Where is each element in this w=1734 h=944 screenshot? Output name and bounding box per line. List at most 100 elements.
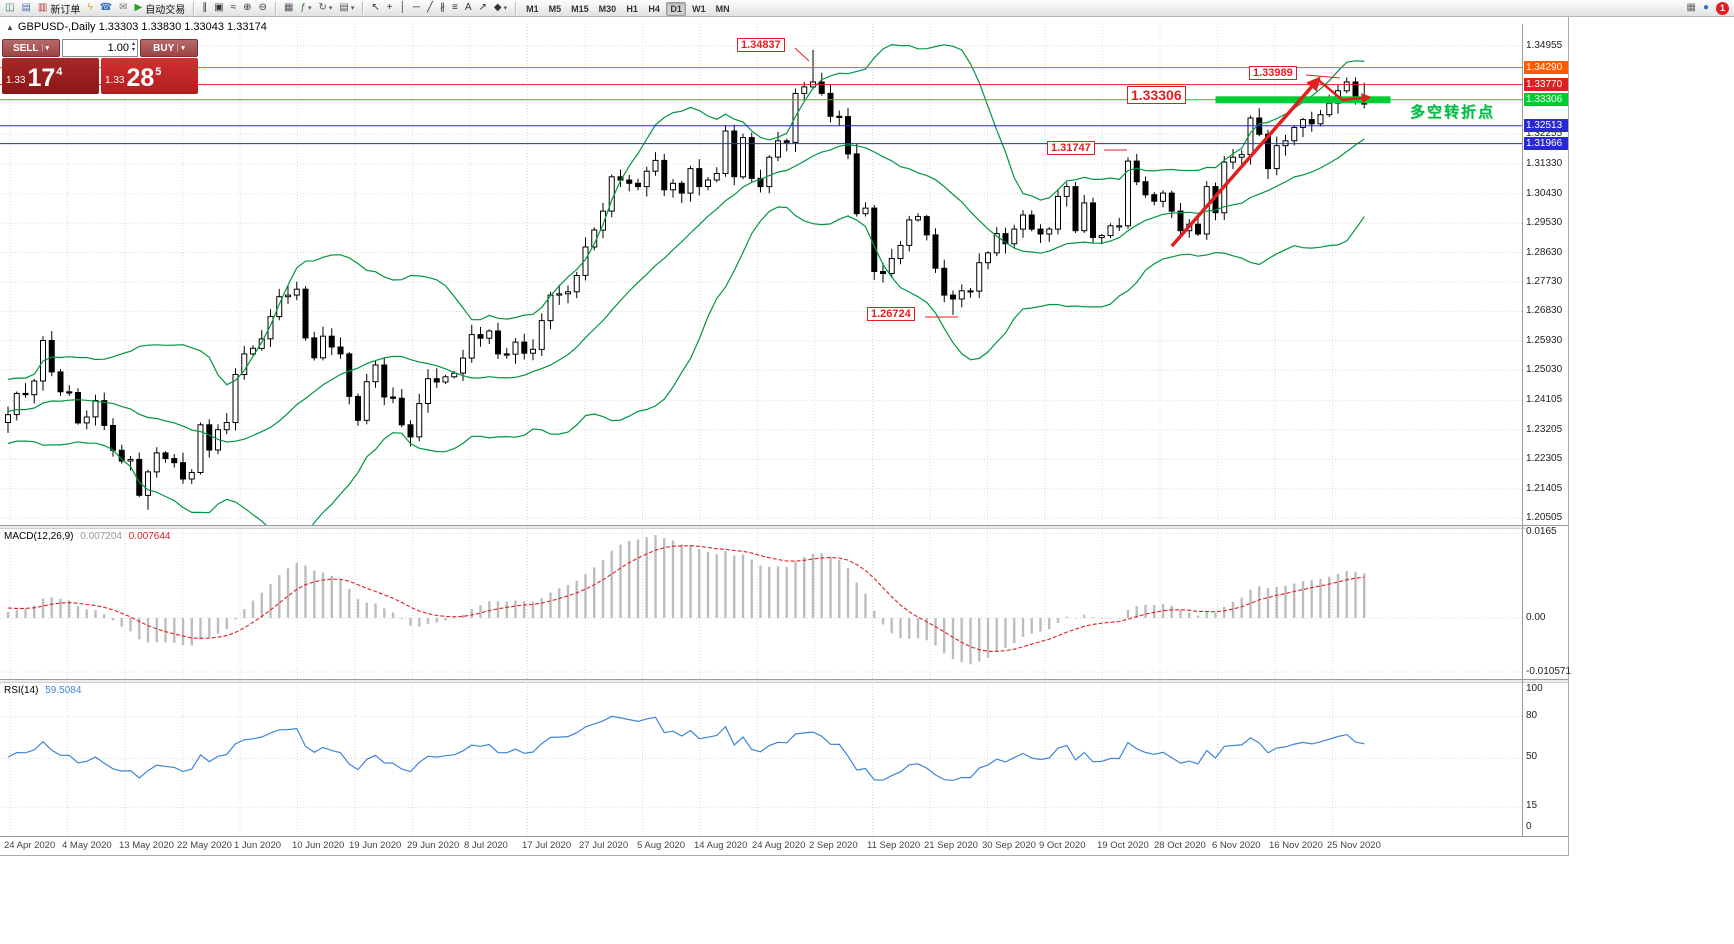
bar-chart-icon[interactable]: ∥ <box>199 1 210 16</box>
price-annotation-level-1-31747[interactable]: 1.31747 <box>1047 141 1095 155</box>
new-order-button[interactable]: ▥ 新订单 <box>35 1 83 16</box>
price-axis-label: 1.25930 <box>1526 335 1568 346</box>
contacts-icon[interactable]: ☎ <box>97 1 115 16</box>
rsi-scale-label: 80 <box>1526 710 1568 721</box>
price-axis-label: 1.29530 <box>1526 217 1568 228</box>
volume-stepper[interactable]: ▴ ▾ <box>131 41 135 54</box>
sell-price-button[interactable]: 1.33 17 4 <box>2 58 99 94</box>
shapes-icon[interactable]: ◆ ▾ <box>491 1 510 16</box>
timeframe-toolbar: M1 M5 M15 M30 H1 H4 D1 W1 MN <box>521 0 735 17</box>
timeframe-button-H1[interactable]: H1 <box>626 4 638 14</box>
tile-windows-icon[interactable]: ▦ <box>281 1 296 16</box>
date-axis-label: 21 Sep 2020 <box>924 840 978 851</box>
price-annotation-support-1-33306[interactable]: 1.33306 <box>1127 86 1186 104</box>
toolbar-separator <box>515 1 518 15</box>
vertical-line-icon-glyph: │ <box>399 2 406 13</box>
buy-price-button[interactable]: 1.33 28 5 <box>101 58 198 94</box>
date-axis-label: 29 Jun 2020 <box>407 840 460 851</box>
terminal-icon[interactable]: ▦ <box>1684 1 1699 16</box>
crosshair-icon[interactable]: + <box>384 1 396 16</box>
buy-dropdown-button[interactable]: BUY ▾ <box>140 39 198 57</box>
toolbar-right-group: ▦ ● 1 <box>1684 1 1733 16</box>
indicators-icon[interactable]: ƒ ▾ <box>297 1 314 16</box>
chat-icon[interactable]: ● <box>1700 1 1712 16</box>
date-axis-label: 2 Sep 2020 <box>809 840 858 851</box>
timeframe-button-W1[interactable]: W1 <box>692 4 706 14</box>
date-axis-label: 25 Nov 2020 <box>1327 840 1381 851</box>
timeframe-button-M1[interactable]: M1 <box>526 4 539 14</box>
refresh-icon[interactable]: ↻ ▾ <box>315 1 335 16</box>
date-axis-label: 27 Jul 2020 <box>579 840 629 851</box>
timeframe-button-H4[interactable]: H4 <box>648 4 660 14</box>
mail-icon-glyph: ✉ <box>119 2 128 13</box>
timeframe-button-MN[interactable]: MN <box>715 4 730 14</box>
channel-icon[interactable]: ∦ <box>437 1 448 16</box>
chart-window-icon[interactable]: ◫ <box>2 1 17 16</box>
stepper-down-icon[interactable]: ▾ <box>131 47 135 53</box>
text-icon-glyph: A <box>464 2 472 13</box>
main-toolbar: ◫ ▤ ▥ 新订单 ϟ ☎ ✉ ▶ 自动交易 ∥ ▣ ≈ ⊕ ⊖ ▦ ƒ ▾ ↻ ▾ ▤ ▾ ↖ + │ ─ ╱ ∦ ≡ A ↗ ◆ ▾ M1 M… <box>0 0 1734 17</box>
candlestick-icon[interactable]: ▣ <box>211 1 226 16</box>
horizontal-line-icon[interactable]: ─ <box>410 1 423 16</box>
timeframe-button-D1[interactable]: D1 <box>666 2 687 16</box>
rsi-scale-label: 100 <box>1526 683 1568 694</box>
sell-price-big: 17 <box>27 64 56 92</box>
contacts-icon-glyph: ☎ <box>99 2 113 13</box>
price-axis-label: 1.34955 <box>1526 40 1568 51</box>
rsi-scale-label: 0 <box>1526 821 1568 832</box>
price-annotation-low-1-26724[interactable]: 1.26724 <box>867 307 915 321</box>
price-axis-tag: 1.34290 <box>1524 61 1568 74</box>
terminal-icon-glyph: ▦ <box>1686 2 1696 13</box>
date-axis-label: 1 Jun 2020 <box>234 840 282 851</box>
bar-chart-icon-glyph: ∥ <box>202 2 208 13</box>
macd-scale-label: 0.00 <box>1526 612 1568 623</box>
toolbar-separator <box>193 1 196 15</box>
zoom-in-icon-glyph: ⊕ <box>243 2 252 13</box>
date-axis-label: 30 Sep 2020 <box>982 840 1036 851</box>
chart-window[interactable]: ▲ GBPUSD-,Daily 1.33303 1.33830 1.33043 1… <box>0 17 1571 856</box>
timeframe-button-M30[interactable]: M30 <box>598 4 617 14</box>
shapes-icon-caret-icon: ▾ <box>503 5 508 12</box>
rsi-scale-label: 50 <box>1526 751 1568 762</box>
one-click-collapse-button[interactable]: ▲ <box>6 23 14 32</box>
arrow-tool-icon[interactable]: ↗ <box>475 1 489 16</box>
annotation-turning-point-note[interactable]: 多空转折点 <box>1410 104 1496 121</box>
rsi-scale-label: 15 <box>1526 800 1568 811</box>
vertical-line-icon[interactable]: │ <box>397 1 409 16</box>
profile-icon-glyph: ▤ <box>21 2 31 13</box>
sell-caret-icon: ▾ <box>41 44 49 52</box>
buy-label: BUY <box>153 42 175 54</box>
stepper-up-icon[interactable]: ▴ <box>131 41 135 47</box>
line-chart-icon[interactable]: ≈ <box>228 1 240 16</box>
volume-value: 1.00 <box>107 42 129 54</box>
text-icon[interactable]: A <box>462 1 475 16</box>
date-axis-label: 6 Nov 2020 <box>1212 840 1261 851</box>
fibonacci-icon[interactable]: ≡ <box>449 1 461 16</box>
trendline-icon[interactable]: ╱ <box>424 1 436 16</box>
zoom-out-icon-glyph: ⊖ <box>258 2 267 13</box>
volume-input[interactable]: 1.00 ▴ ▾ <box>62 39 138 57</box>
crosshair-icon-glyph: + <box>386 2 393 13</box>
notification-badge[interactable]: 1 <box>1716 1 1729 15</box>
template-icon[interactable]: ▤ ▾ <box>336 1 357 16</box>
date-axis-label: 14 Aug 2020 <box>694 840 748 851</box>
lightning-icon[interactable]: ϟ <box>84 1 95 16</box>
price-annotation-high-1-33989[interactable]: 1.33989 <box>1249 66 1297 80</box>
timeframe-button-M15[interactable]: M15 <box>571 4 589 14</box>
zoom-out-icon[interactable]: ⊖ <box>256 1 270 16</box>
zoom-in-icon[interactable]: ⊕ <box>240 1 254 16</box>
price-axis-label: 1.24105 <box>1526 394 1568 405</box>
rsi-name: RSI(14) <box>4 685 39 696</box>
template-icon-caret-icon: ▾ <box>350 5 355 12</box>
symbol-ohlc-text: GBPUSD-,Daily 1.33303 1.33830 1.33043 1.… <box>17 21 267 33</box>
profile-icon[interactable]: ▤ <box>18 1 33 16</box>
price-annotation-high-1-34837[interactable]: 1.34837 <box>737 38 785 52</box>
timeframe-button-M5[interactable]: M5 <box>548 4 562 14</box>
date-axis-label: 8 Jul 2020 <box>464 840 508 851</box>
autotrade-button[interactable]: ▶ 自动交易 <box>132 1 189 16</box>
cursor-icon[interactable]: ↖ <box>368 1 382 16</box>
new-order-button-glyph: ▥ <box>37 2 48 13</box>
sell-dropdown-button[interactable]: SELL ▾ <box>2 39 60 57</box>
symbol-ohlc-line: ▲ GBPUSD-,Daily 1.33303 1.33830 1.33043 1… <box>6 21 267 33</box>
mail-icon[interactable]: ✉ <box>116 1 130 16</box>
